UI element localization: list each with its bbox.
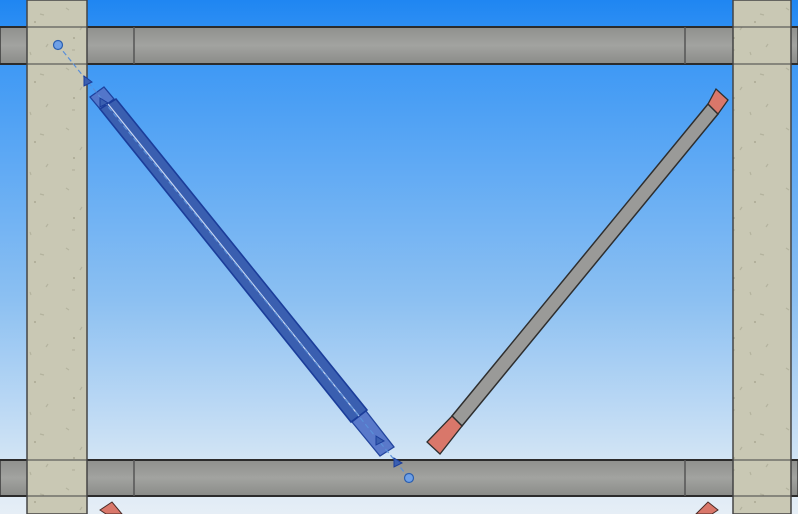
start-grip-point[interactable] [52, 39, 64, 51]
left-concrete-column[interactable] [26, 0, 88, 514]
lower-brace-left-stub [99, 501, 123, 514]
end-arrow-marker-1[interactable] [375, 435, 386, 446]
start-arrow-marker-2[interactable] [99, 97, 110, 108]
brace-axis-line [57, 44, 410, 479]
end-arrow-marker-2[interactable] [393, 457, 404, 468]
brace-right[interactable] [426, 87, 729, 455]
start-arrow-marker-1[interactable] [83, 75, 93, 87]
bottom-steel-beam[interactable] [0, 459, 798, 497]
top-steel-beam[interactable] [0, 26, 798, 65]
end-grip-point[interactable] [403, 472, 415, 484]
right-concrete-column[interactable] [732, 0, 792, 514]
lower-brace-right-stub [695, 501, 719, 514]
